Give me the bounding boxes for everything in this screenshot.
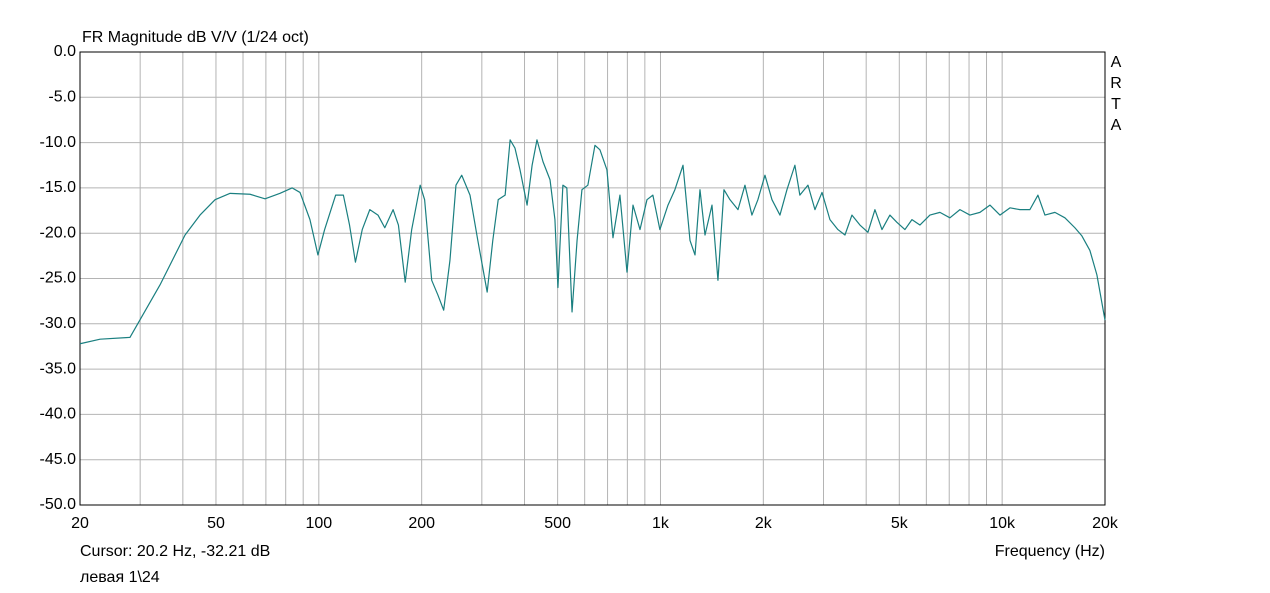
x-tick-label: 20k: [1092, 515, 1119, 532]
x-tick-label: 20: [71, 515, 89, 532]
plot-frame: [79, 51, 1106, 506]
x-tick-label: 50: [207, 515, 225, 532]
watermark-letter: A: [1111, 54, 1122, 71]
watermark-letter: T: [1111, 96, 1121, 113]
y-tick-label: -40.0: [40, 406, 77, 423]
y-tick-label: 0.0: [54, 43, 76, 60]
y-tick-label: -25.0: [40, 270, 77, 287]
watermark-letter: A: [1111, 117, 1122, 134]
y-tick-label: -15.0: [40, 179, 77, 196]
legend-entry: левая 1\24: [80, 569, 160, 586]
x-tick-label: 200: [408, 515, 435, 532]
x-tick-label: 1k: [652, 515, 670, 532]
y-tick-label: -5.0: [48, 89, 76, 106]
y-tick-label: -10.0: [40, 134, 77, 151]
x-tick-label: 5k: [891, 515, 909, 532]
x-tick-label: 100: [305, 515, 332, 532]
chart-title: FR Magnitude dB V/V (1/24 oct): [82, 29, 309, 46]
cursor-readout: Cursor: 20.2 Hz, -32.21 dB: [80, 543, 270, 560]
data-line: [79, 139, 1106, 345]
watermark-letter: R: [1110, 75, 1122, 92]
x-tick-label: 10k: [989, 515, 1016, 532]
x-tick-label: 500: [544, 515, 571, 532]
y-tick-label: -45.0: [40, 451, 77, 468]
y-tick-label: -35.0: [40, 360, 77, 377]
y-tick-label: -50.0: [40, 496, 77, 513]
x-axis-label: Frequency (Hz): [995, 543, 1105, 560]
y-tick-label: -20.0: [40, 224, 77, 241]
y-tick-label: -30.0: [40, 315, 77, 332]
x-tick-label: 2k: [755, 515, 773, 532]
